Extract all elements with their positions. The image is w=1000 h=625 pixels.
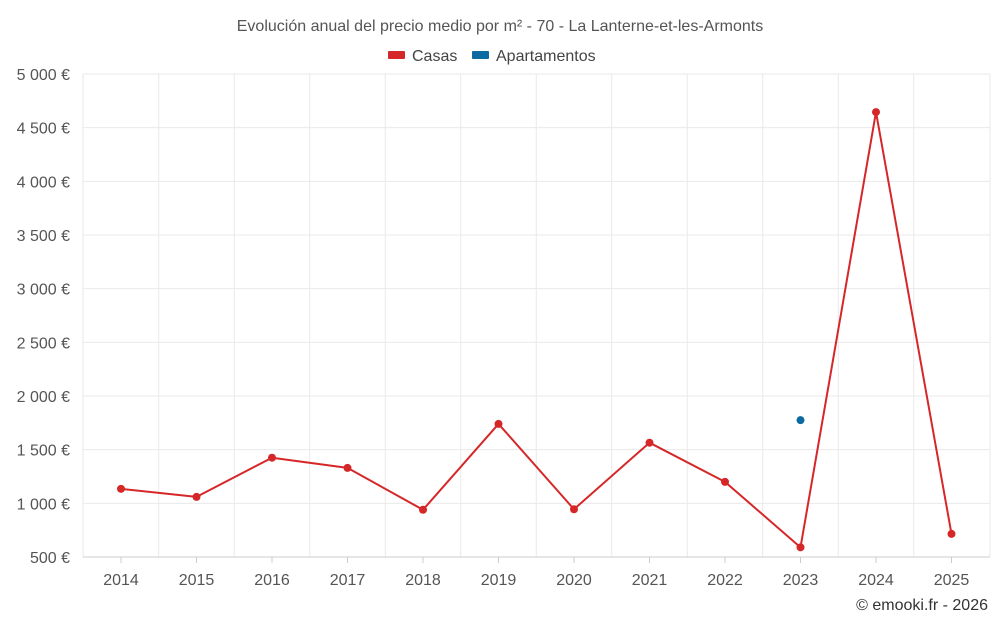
legend-label-casas: Casas — [412, 48, 457, 65]
data-point-apartamentos — [796, 416, 805, 425]
x-tick-label: 2024 — [858, 572, 894, 589]
credit: © emooki.fr - 2026 — [856, 597, 988, 614]
data-point-casas — [796, 543, 805, 552]
series-line-casas — [120, 111, 953, 549]
legend-item-casas[interactable]: Casas — [388, 48, 457, 65]
data-point-casas — [419, 505, 427, 514]
x-tick-label: 2025 — [934, 572, 970, 589]
x-tick-label: 2017 — [330, 572, 366, 589]
y-tick-label: 2 500 € — [17, 335, 70, 352]
x-tick-label: 2019 — [481, 572, 517, 589]
data-point-casas — [268, 453, 276, 462]
x-tick-label: 2014 — [103, 572, 139, 589]
y-tick-label: 5 000 € — [17, 67, 70, 84]
legend-item-apartamentos[interactable]: Apartamentos — [472, 48, 596, 65]
data-point-casas — [947, 529, 956, 538]
legend-swatch-apartamentos — [472, 51, 489, 59]
data-point-casas — [117, 484, 125, 493]
y-tick-label: 1 000 € — [17, 496, 70, 513]
x-tick-label: 2018 — [405, 572, 441, 589]
x-tick-label: 2016 — [254, 572, 290, 589]
y-tick-label: 1 500 € — [17, 443, 70, 460]
series — [117, 108, 956, 552]
data-point-casas — [721, 477, 729, 486]
y-tick-label: 500 € — [30, 550, 70, 567]
data-point-casas — [645, 438, 654, 447]
y-tick-label: 2 000 € — [17, 389, 70, 406]
x-tick-label: 2023 — [783, 572, 819, 589]
y-tick-label: 4 500 € — [17, 121, 70, 138]
data-point-casas — [192, 492, 201, 501]
legend-swatch-casas — [388, 51, 405, 59]
data-point-casas — [872, 108, 880, 117]
legend-label-apartamentos: Apartamentos — [496, 48, 596, 65]
grid — [82, 73, 991, 558]
y-tick-label: 3 500 € — [17, 228, 70, 245]
y-tick-label: 3 000 € — [17, 282, 70, 299]
data-point-casas — [570, 505, 578, 514]
x-tick-label: 2022 — [707, 572, 743, 589]
data-point-casas — [494, 419, 503, 428]
x-tick-label: 2015 — [179, 572, 215, 589]
data-point-casas — [343, 463, 352, 472]
legend[interactable]: Casas Apartamentos — [388, 48, 596, 65]
y-tick-label: 4 000 € — [17, 174, 70, 191]
chart-title: Evolución anual del precio medio por m² … — [237, 18, 763, 35]
x-tick-label: 2021 — [632, 572, 668, 589]
x-tick-label: 2020 — [556, 572, 592, 589]
axes: 500 € 1 000 € 1 500 € 2 000 € 2 500 € 3 000 €… — [17, 67, 990, 589]
